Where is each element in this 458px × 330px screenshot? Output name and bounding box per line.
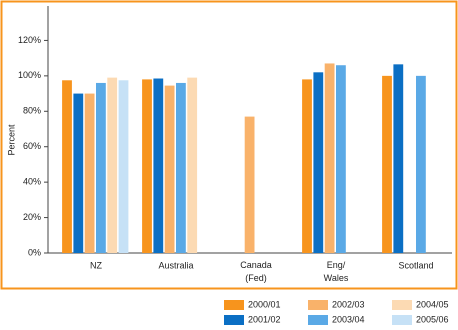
bar	[382, 75, 392, 253]
legend-label: 2002/03	[332, 299, 365, 309]
y-tick-label: 120%	[18, 35, 41, 45]
chart-frame	[0, 0, 458, 290]
y-tick-label: 80%	[23, 106, 41, 116]
y-tick-label: 40%	[23, 177, 41, 187]
x-tick-label: Scotland	[398, 260, 433, 270]
y-tick-label: 20%	[23, 212, 41, 222]
bar	[73, 93, 84, 253]
bar	[62, 80, 72, 254]
bar	[336, 65, 346, 253]
bar	[164, 85, 175, 253]
legend-label: 2001/02	[248, 314, 281, 324]
bar	[118, 80, 129, 254]
bar	[96, 82, 106, 253]
y-tick-label: 0%	[28, 247, 41, 257]
legend-swatch	[224, 300, 244, 310]
bar	[302, 79, 312, 254]
legend-swatch	[392, 300, 412, 310]
bar	[244, 116, 255, 253]
x-tick-label: Eng/Wales	[324, 260, 349, 283]
x-tick-label: Canada (Fed)	[240, 260, 272, 283]
bar	[324, 63, 335, 254]
legend-swatch	[308, 315, 328, 325]
legend-label: 2000/01	[248, 299, 281, 309]
bar	[393, 64, 404, 253]
legend-label: 2003/04	[332, 314, 365, 324]
y-tick-label: 60%	[23, 141, 41, 151]
bar	[187, 77, 198, 253]
legend-swatch	[224, 315, 244, 325]
legend-swatch	[308, 300, 328, 310]
y-axis-label: Percent	[6, 124, 16, 156]
x-tick-label: Australia	[158, 260, 193, 270]
legend-swatch	[392, 315, 412, 325]
bar	[153, 78, 164, 253]
bar	[313, 72, 324, 253]
bar	[84, 93, 95, 253]
bar	[142, 79, 152, 254]
x-tick-label: NZ	[90, 260, 102, 270]
legend-label: 2004/05	[416, 299, 449, 309]
legend-label: 2005/06	[416, 314, 449, 324]
bar	[416, 75, 426, 253]
y-tick-label: 100%	[18, 70, 41, 80]
bar	[176, 82, 186, 253]
bar	[107, 77, 118, 253]
